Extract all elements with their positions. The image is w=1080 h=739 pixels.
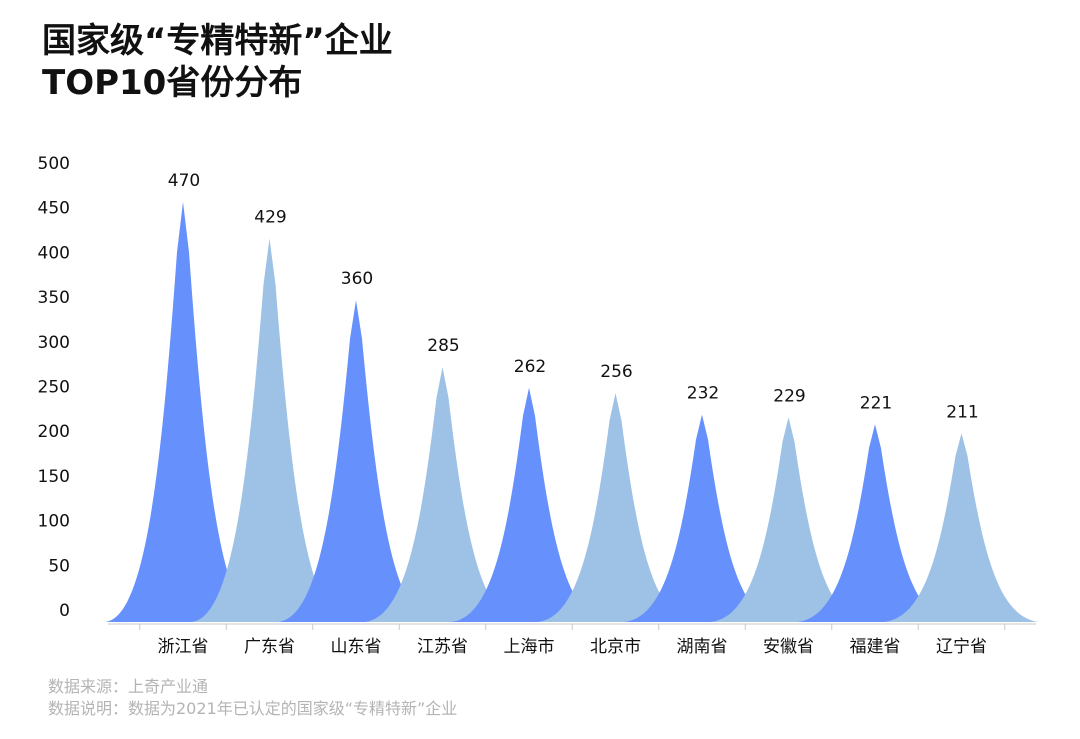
x-tick-label: 北京市	[590, 637, 641, 657]
y-tick-label: 50	[48, 556, 70, 576]
value-label: 232	[687, 384, 719, 404]
value-label: 221	[860, 393, 892, 413]
x-tick-label: 安徽省	[763, 637, 814, 657]
peak-3	[278, 300, 434, 622]
x-tick-label: 山东省	[331, 637, 382, 657]
value-label: 360	[341, 269, 373, 289]
chart-title-line-1: 国家级“专精特新”企业	[42, 21, 393, 61]
value-label: 229	[773, 386, 805, 406]
y-axis: 0 50 100 150 200 250 300 350 400 450 500	[38, 154, 70, 621]
peak-9	[797, 424, 953, 622]
peak-6	[537, 393, 694, 622]
peak-4	[364, 367, 521, 622]
value-label: 470	[168, 171, 200, 191]
value-label: 211	[946, 402, 978, 422]
peak-8	[710, 417, 867, 622]
x-tick-label: 江苏省	[417, 637, 468, 657]
peak-7	[624, 414, 780, 622]
source-line: 数据来源：上奇产业通	[48, 677, 209, 696]
value-label: 262	[514, 357, 546, 377]
y-tick-label: 250	[38, 378, 70, 398]
peak-5	[451, 387, 607, 622]
peaks-group	[105, 201, 1040, 622]
x-tick-label: 上海市	[504, 637, 555, 657]
chart-title: 国家级“专精特新”企业 TOP10省份分布	[42, 20, 393, 104]
y-tick-label: 400	[38, 243, 70, 263]
x-tick-label: 福建省	[850, 637, 901, 657]
value-label: 429	[254, 207, 286, 227]
data-note-line: 数据说明：数据为2021年已认定的国家级“专精特新”企业	[48, 699, 458, 718]
y-tick-label: 500	[38, 154, 70, 174]
peak-10	[883, 433, 1040, 622]
y-tick-label: 450	[38, 199, 70, 219]
value-labels-group: 470 429 360 285 262 256 232 229 221 211	[168, 171, 979, 423]
y-tick-label: 200	[38, 422, 70, 442]
value-label: 285	[427, 336, 459, 356]
y-tick-label: 300	[38, 333, 70, 353]
y-tick-label: 100	[38, 512, 70, 532]
peak-1	[105, 201, 261, 622]
x-axis: 浙江省 广东省 山东省 江苏省 上海市 北京市 湖南省 安徽省 福建省 辽宁省	[108, 623, 1036, 657]
chart-title-line-2: TOP10省份分布	[42, 63, 303, 103]
x-tick-label: 辽宁省	[936, 637, 987, 657]
y-tick-label: 0	[59, 601, 70, 621]
value-label: 256	[600, 362, 632, 382]
peak-chart: 470 429 360 285 262 256 232 229 221 211 0 50 100 150…	[38, 154, 1040, 657]
x-tick-label: 湖南省	[677, 637, 728, 657]
y-tick-label: 150	[38, 467, 70, 487]
x-tick-label: 广东省	[244, 637, 295, 657]
x-tick-label: 浙江省	[158, 637, 209, 657]
source-note: 数据来源：上奇产业通 数据说明：数据为2021年已认定的国家级“专精特新”企业	[48, 676, 457, 720]
y-tick-label: 350	[38, 288, 70, 308]
peak-2	[191, 238, 348, 622]
